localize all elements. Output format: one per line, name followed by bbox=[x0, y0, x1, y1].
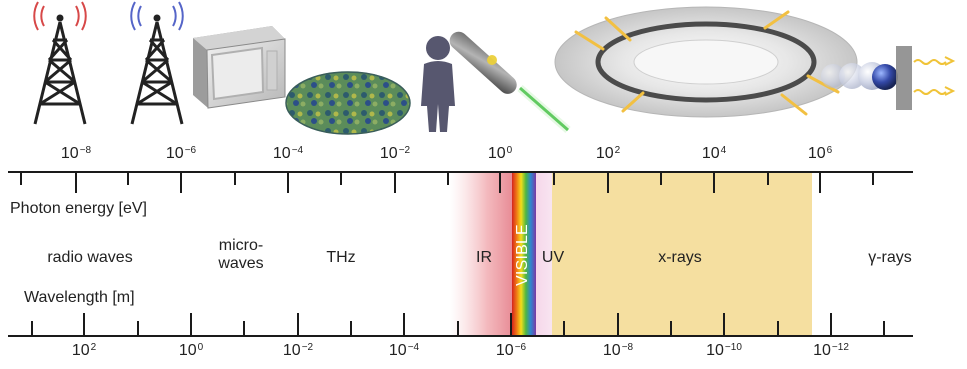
tick-label-exponent: −2 bbox=[301, 341, 314, 353]
photon-energy-ticks bbox=[20, 171, 874, 193]
infrared-label: IR bbox=[476, 249, 492, 266]
tick-label-exponent: −6 bbox=[184, 144, 197, 156]
tick-label-base: 10 bbox=[178, 342, 197, 359]
ultraviolet-region bbox=[536, 171, 552, 337]
tick-label-base: 10 bbox=[388, 342, 407, 359]
tick-label-exponent: 0 bbox=[506, 144, 513, 156]
tick-label-base: 10 bbox=[701, 145, 720, 162]
tick-label-exponent: −8 bbox=[79, 144, 92, 156]
photon-energy-tick-label: 102 bbox=[595, 144, 621, 162]
ultraviolet-label: UV bbox=[541, 249, 565, 266]
photon-energy-tick-label: 10−2 bbox=[379, 144, 411, 162]
photon-energy-tick-label: 10−6 bbox=[165, 144, 197, 162]
visible-spectrum-band bbox=[512, 171, 536, 337]
wavelength-tick-label: 10−12 bbox=[813, 341, 849, 359]
xrays-label: x-rays bbox=[658, 249, 702, 266]
tick-label-exponent: 4 bbox=[720, 144, 727, 156]
tick-label-exponent: −6 bbox=[514, 341, 527, 353]
tick-label-exponent: −4 bbox=[291, 144, 304, 156]
synchrotron-ring-icon bbox=[554, 6, 858, 118]
particle-collision-icon bbox=[821, 46, 956, 110]
wavelength-tick-label: 10−4 bbox=[388, 341, 420, 359]
tick-label-exponent: −8 bbox=[621, 341, 634, 353]
tick-label-base: 10 bbox=[807, 145, 826, 162]
tick-label-base: 10 bbox=[487, 145, 506, 162]
tick-label-exponent: −10 bbox=[724, 341, 742, 353]
wavelength-tick-label: 100 bbox=[178, 341, 204, 359]
tick-label-base: 10 bbox=[60, 145, 79, 162]
tick-label-base: 10 bbox=[602, 342, 621, 359]
wavelength-axis-title: Wavelength [m] bbox=[24, 289, 135, 306]
radio-tower-icon bbox=[130, 1, 184, 125]
tick-label-base: 10 bbox=[282, 342, 301, 359]
tick-label-exponent: 2 bbox=[90, 341, 97, 353]
cosmic-microwave-background-icon bbox=[285, 71, 411, 135]
laser-pointer-icon bbox=[449, 31, 571, 134]
tick-label-exponent: −12 bbox=[831, 341, 849, 353]
tick-label-exponent: −4 bbox=[407, 341, 420, 353]
tick-label-exponent: 2 bbox=[614, 144, 621, 156]
photon-energy-tick-label: 100 bbox=[487, 144, 513, 162]
tick-label-base: 10 bbox=[379, 145, 398, 162]
tick-label-base: 10 bbox=[595, 145, 614, 162]
tick-label-base: 10 bbox=[495, 342, 514, 359]
microwaves-label: micro- waves bbox=[218, 237, 263, 273]
tick-label-exponent: −2 bbox=[398, 144, 411, 156]
photon-energy-tick-label: 104 bbox=[701, 144, 727, 162]
tick-label-base: 10 bbox=[272, 145, 291, 162]
radio-tower-icon bbox=[33, 1, 87, 125]
microwaves-label-line-2: waves bbox=[218, 254, 264, 272]
microwaves-label-line-1: micro- bbox=[218, 237, 264, 254]
tick-label-base: 10 bbox=[706, 342, 724, 359]
wavelength-tick-label: 10−10 bbox=[706, 341, 742, 359]
radio-waves-label: radio waves bbox=[47, 249, 133, 266]
infrared-region bbox=[450, 171, 512, 337]
tick-label-exponent: 0 bbox=[197, 341, 204, 353]
microwave-oven-icon bbox=[193, 26, 286, 109]
terahertz-label: THz bbox=[326, 249, 356, 266]
wavelength-tick-label: 10−2 bbox=[282, 341, 314, 359]
photon-energy-tick-label: 106 bbox=[807, 144, 833, 162]
tick-label-exponent: 6 bbox=[826, 144, 833, 156]
xray-region bbox=[552, 171, 812, 337]
tick-label-base: 10 bbox=[71, 342, 90, 359]
photon-energy-tick-label: 10−8 bbox=[60, 144, 92, 162]
tick-label-base: 10 bbox=[165, 145, 184, 162]
wavelength-ticks bbox=[31, 313, 885, 337]
photon-energy-axis-title: Photon energy [eV] bbox=[10, 200, 147, 217]
gamma-rays-label: γ-rays bbox=[868, 249, 912, 266]
tick-label-base: 10 bbox=[813, 342, 831, 359]
photon-energy-tick-label: 10−4 bbox=[272, 144, 304, 162]
wavelength-tick-label: 10−6 bbox=[495, 341, 527, 359]
wavelength-tick-label: 10−8 bbox=[602, 341, 634, 359]
human-figure-icon bbox=[421, 36, 455, 132]
wavelength-tick-label: 102 bbox=[71, 341, 97, 359]
